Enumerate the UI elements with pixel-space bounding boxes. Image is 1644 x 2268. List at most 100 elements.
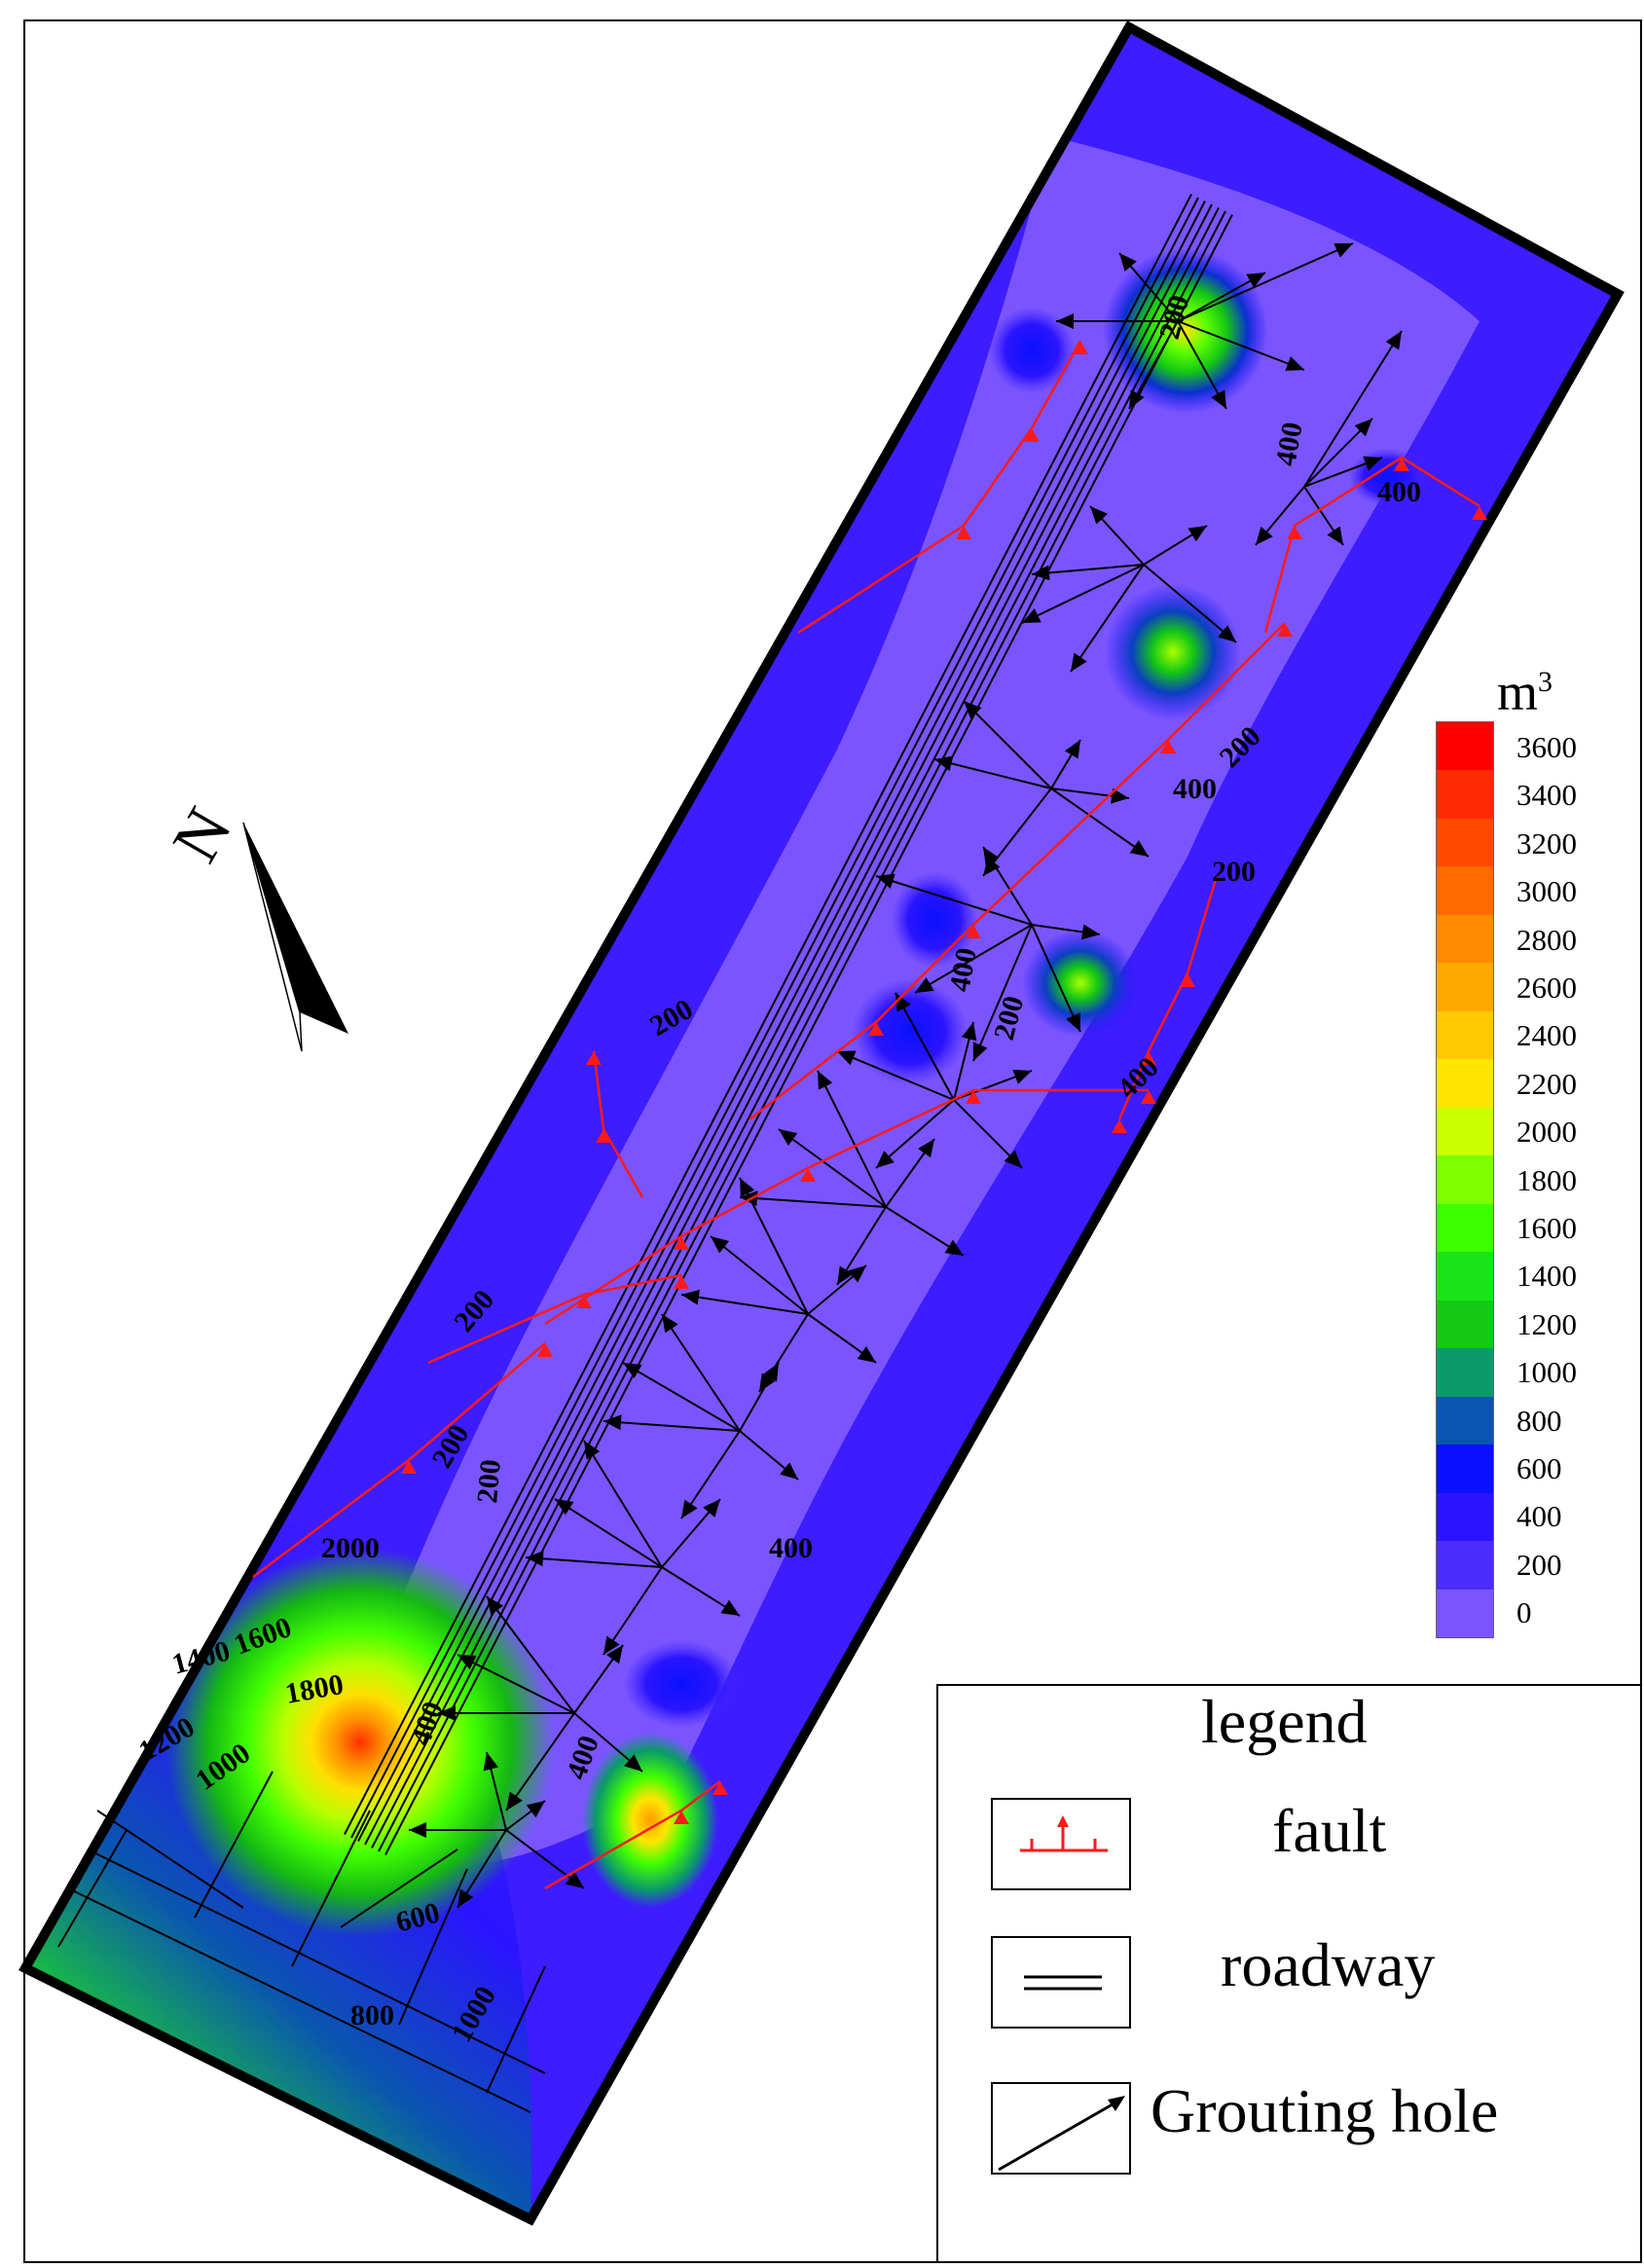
roadway-line	[398, 1868, 468, 2026]
fault-marker	[966, 925, 981, 938]
arrow-icon	[740, 1190, 758, 1207]
arrow-icon	[526, 1551, 544, 1567]
hole-line	[622, 1362, 741, 1432]
hole-line	[778, 1128, 887, 1208]
arrow-icon	[1129, 840, 1149, 857]
legend-title: legend	[1201, 1687, 1368, 1756]
arrow-icon	[603, 1414, 622, 1431]
hole-line	[1050, 787, 1150, 858]
arrow-icon	[1385, 331, 1402, 350]
colorbar-tick-label: 2000	[1516, 1115, 1577, 1150]
colorbar	[1436, 721, 1494, 1639]
hole-line	[680, 1294, 809, 1315]
contour-label: 400	[769, 1532, 813, 1564]
fault-marker	[674, 1275, 689, 1289]
hole-line	[875, 875, 1033, 926]
arrow-icon	[918, 1139, 934, 1158]
hole-line	[895, 992, 955, 1101]
fault-marker	[674, 1811, 689, 1824]
colorbar-band	[1437, 1445, 1493, 1495]
arrow-icon	[1081, 924, 1100, 940]
arrow-icon	[584, 1441, 601, 1460]
roadway-line	[344, 194, 1192, 1835]
arrow-icon	[565, 1871, 584, 1888]
colorbar-band	[1437, 1252, 1493, 1302]
contour-label: 2000	[321, 1532, 380, 1564]
colorbar-unit: m3	[1497, 663, 1553, 721]
arrow-icon	[1056, 313, 1074, 329]
hole-line	[963, 700, 1052, 789]
colorbar-tick-label: 400	[1516, 1499, 1562, 1534]
map-frame	[23, 19, 1642, 2263]
fault-marker	[956, 526, 971, 539]
colorbar-tick-label: 200	[1516, 1547, 1562, 1582]
fault-legend-symbol	[991, 1798, 1131, 1890]
hole-line	[1031, 924, 1081, 1033]
arrow-icon	[623, 1363, 642, 1378]
contour-label: 400	[1173, 773, 1217, 805]
arrow-icon	[1032, 565, 1050, 581]
hole-line	[1070, 564, 1145, 673]
arrow-icon	[818, 1071, 833, 1090]
hole-line	[1143, 564, 1237, 643]
colorbar-band	[1437, 1589, 1493, 1639]
hole-line	[982, 787, 1052, 877]
contour-label: 400	[1377, 476, 1421, 508]
arrow-icon	[915, 977, 934, 993]
arrow-icon	[662, 1314, 678, 1334]
roadway-line	[96, 1810, 244, 1909]
roadway-line	[87, 1848, 546, 2074]
roadway-line	[57, 1829, 128, 1948]
arrow-icon	[681, 1289, 701, 1305]
hole-line	[603, 1420, 741, 1432]
fault-marker	[1160, 740, 1176, 753]
colorbar-tick-label: 0	[1516, 1595, 1532, 1630]
fault-marker	[1394, 457, 1409, 471]
colorbar-band	[1437, 1396, 1493, 1446]
legend-box: legend fault roadway Grouting hole	[936, 1684, 1640, 2261]
colorbar-tick-label: 2600	[1516, 970, 1577, 1005]
colorbar-tick-label: 1200	[1516, 1306, 1577, 1341]
arrow-icon	[848, 1265, 866, 1283]
arrow-icon	[409, 1822, 426, 1838]
fault-line	[1263, 456, 1480, 634]
fault-marker	[576, 1295, 592, 1308]
colorbar-band	[1437, 1155, 1493, 1206]
hole-legend-label: Grouting hole	[1151, 2076, 1499, 2145]
arrow-icon	[740, 1178, 755, 1197]
fault-marker	[800, 1168, 816, 1182]
colorbar-tick-label: 2800	[1516, 922, 1577, 957]
fault-marker	[868, 1022, 884, 1036]
arrow-icon	[487, 1596, 504, 1616]
arrow-icon	[837, 1265, 854, 1285]
roadway-legend-label: roadway	[1221, 1930, 1436, 1999]
fault-marker	[596, 1129, 611, 1143]
fault-marker	[1472, 506, 1487, 520]
colorbar-tick-label: 1600	[1516, 1211, 1577, 1245]
hole-line	[583, 1440, 663, 1568]
colorbar-tick-label: 1000	[1516, 1355, 1577, 1390]
north-label: N	[158, 795, 245, 874]
roadway-line	[378, 210, 1226, 1852]
arrow-icon	[780, 1462, 798, 1480]
hole-line	[1303, 330, 1403, 488]
colorbar-tick-label: 3200	[1516, 825, 1577, 860]
colorbar-band	[1437, 1010, 1493, 1061]
hole-line	[661, 1313, 741, 1432]
hole-line	[486, 1595, 575, 1714]
colorbar-band	[1437, 1107, 1493, 1157]
contour-label: 400	[1269, 420, 1308, 468]
contour-label: 200	[471, 1458, 507, 1505]
arrow-icon	[972, 1042, 988, 1061]
arrow-icon	[711, 1236, 730, 1254]
colorbar-tick-label: 3600	[1516, 730, 1577, 764]
roadway-line	[486, 1965, 546, 2094]
contour-label: 400	[943, 945, 982, 994]
arrow-icon	[876, 1151, 895, 1168]
arrow-icon	[1004, 1150, 1022, 1168]
arrow-icon	[703, 1499, 720, 1518]
contour-label: 200	[1212, 856, 1256, 888]
colorbar-tick-label: 600	[1516, 1451, 1562, 1485]
colorbar-band	[1437, 1299, 1493, 1350]
arrow-icon	[1022, 607, 1041, 623]
